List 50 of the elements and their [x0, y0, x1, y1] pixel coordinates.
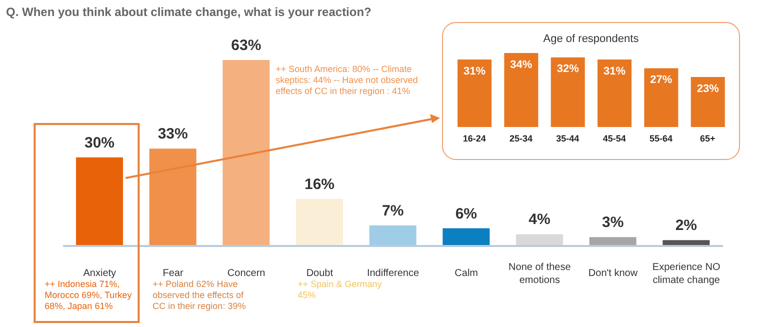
x-tick-label: Concern: [227, 268, 266, 279]
bar: [644, 68, 678, 127]
data-label: 7%: [382, 202, 404, 220]
text: ++ Indonesia 71%, Morocco 69%, Turkey 68%, Japan 61%: [44, 279, 133, 312]
bar: [222, 60, 270, 246]
x-tick-label: Calm: [454, 268, 478, 279]
x-tick-label: Experience NO climate change: [652, 262, 720, 286]
bar: [442, 228, 490, 246]
data-label: 34%: [510, 58, 532, 71]
x-tick-label: None of these emotions: [508, 262, 572, 286]
chart-title: Age of respondents: [542, 33, 640, 45]
x-tick-label: Fear: [162, 268, 184, 279]
data-label: 16%: [304, 176, 335, 193]
bar: [296, 198, 343, 246]
x-tick-label: 65+: [700, 133, 716, 144]
bar: [369, 225, 416, 246]
data-label: 63%: [231, 37, 262, 54]
x-tick-label: Doubt: [306, 268, 334, 279]
x-tick-label: 35-44: [556, 133, 580, 144]
data-label: 3%: [602, 214, 624, 232]
bar: [516, 234, 563, 246]
x-tick-label: 25-34: [509, 133, 533, 144]
x-tick-label: Indifference: [366, 268, 420, 279]
chart-title: Q. When you think about climate change, what is your reaction?: [6, 5, 372, 19]
data-label: 2%: [675, 217, 698, 234]
data-label: 32%: [556, 63, 580, 76]
data-label: 4%: [528, 211, 550, 228]
data-label: 6%: [455, 205, 478, 222]
bar: [550, 57, 585, 127]
x-tick-label: 55-64: [649, 133, 673, 144]
x-tick-label: Don't know: [588, 268, 638, 279]
bar: [504, 53, 538, 127]
data-label: 33%: [158, 126, 188, 143]
data-label: 31%: [464, 65, 486, 78]
bar: [589, 237, 636, 246]
data-label: 30%: [84, 134, 115, 152]
bar: [690, 76, 725, 127]
bar: [598, 60, 632, 127]
annotation: ++ South America: 80% -- Climate skeptics: 44% -- Have not observed effects of CC in their region : 41%: [276, 64, 419, 97]
x-tick-label: 16-24: [462, 133, 486, 144]
text: ++ Poland 62% Have observed the effects of CC in their region: 39%: [152, 279, 247, 312]
bar: [149, 148, 196, 246]
bar: [458, 60, 492, 127]
bar: [76, 157, 123, 246]
x-tick-label: Anxiety: [83, 268, 116, 279]
data-label: 27%: [650, 74, 672, 86]
data-label: 23%: [696, 82, 720, 95]
text: ++ Spain & Germany 45%: [298, 279, 383, 301]
data-label: 31%: [604, 65, 626, 78]
x-tick-label: 45-54: [602, 133, 626, 144]
